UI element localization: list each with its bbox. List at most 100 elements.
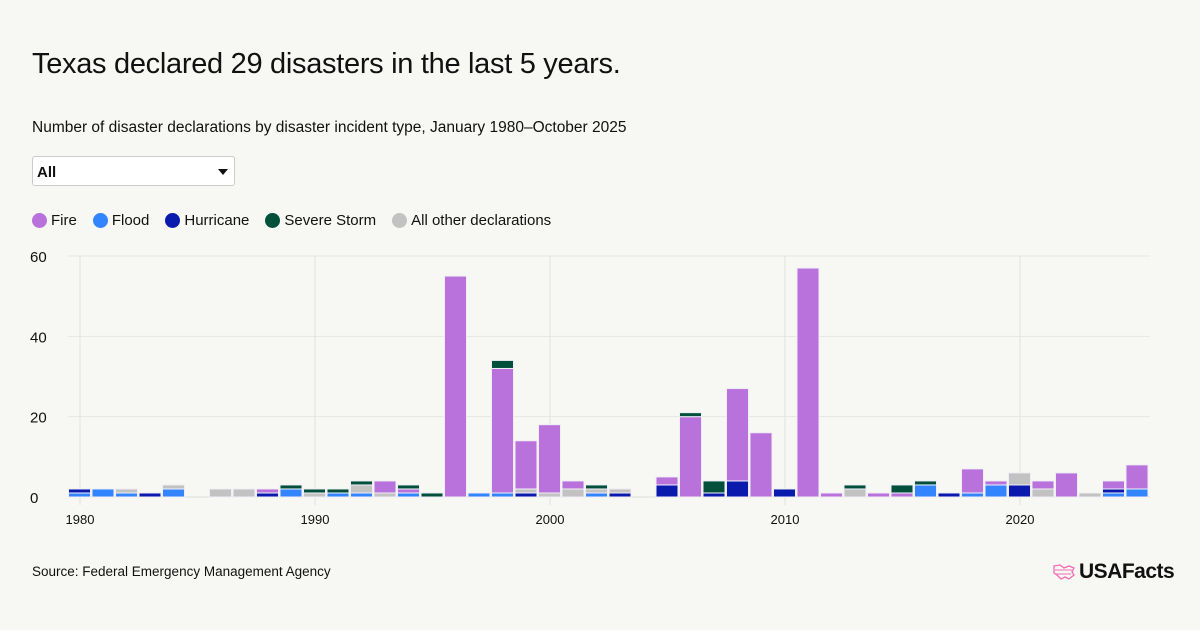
bar-segment-severe-storm (279, 484, 303, 490)
legend-item: Flood (92, 212, 150, 229)
bar-segment-all-other-declarations (115, 488, 138, 494)
bar-segment-flood (914, 484, 937, 498)
bar-segment-hurricane (726, 480, 749, 498)
bar-segment-flood (350, 492, 373, 498)
bar-segment-severe-storm (890, 484, 914, 494)
x-tick-label: 1990 (301, 512, 330, 527)
bar-segment-all-other-declarations (373, 492, 397, 498)
bar-segment-flood (162, 488, 185, 498)
bar-segment-hurricane (68, 488, 91, 494)
bar-segment-fire (867, 492, 890, 498)
bar-segment-fire (1055, 472, 1078, 498)
bar-segment-hurricane (1008, 484, 1031, 498)
bar-segment-flood (585, 492, 608, 498)
legend-label: Fire (51, 212, 77, 229)
legend-label: All other declarations (411, 212, 552, 229)
bar-segment-all-other-declarations (585, 488, 608, 494)
bar-segment-all-other-declarations (1008, 472, 1031, 486)
bar-segment-fire (984, 480, 1008, 486)
legend-item: Fire (32, 212, 77, 229)
legend-label: Flood (111, 212, 150, 229)
bar-segment-all-other-declarations (162, 484, 185, 490)
y-tick-label: 0 (30, 490, 38, 507)
bar-segment-severe-storm (326, 488, 350, 494)
bar-segment-severe-storm (914, 480, 937, 486)
bar-segment-hurricane (514, 492, 538, 498)
bar-segment-fire (679, 416, 702, 498)
bar-segment-fire (1102, 480, 1125, 490)
y-tick-label: 20 (30, 410, 47, 427)
x-tick-label: 2010 (771, 512, 800, 527)
bar-segment-severe-storm (350, 480, 373, 486)
source-note: Source: Federal Emergency Management Age… (32, 564, 331, 579)
bar-segment-severe-storm (420, 492, 444, 498)
bar-segment-all-other-declarations (232, 488, 256, 498)
bar-segment-fire (1031, 480, 1055, 490)
bar-segment-flood (467, 492, 491, 498)
bar-segment-flood (279, 488, 303, 498)
bar-segment-severe-storm (303, 488, 326, 494)
legend-swatch (92, 213, 108, 228)
bar-segment-severe-storm (843, 484, 867, 490)
legend-swatch (392, 213, 408, 228)
legend-swatch (165, 213, 181, 228)
bar-segment-severe-storm (702, 480, 726, 494)
legend-item: Hurricane (165, 212, 249, 229)
bar-segment-fire (961, 468, 984, 494)
bar-segment-severe-storm (397, 484, 420, 490)
chart-title: Texas declared 29 disasters in the last … (32, 48, 621, 80)
legend-label: Hurricane (184, 212, 250, 229)
bar-segment-fire (444, 275, 467, 498)
bar-segment-flood (1102, 492, 1125, 498)
logo-text: USAFacts (1079, 560, 1175, 583)
x-tick-label: 2000 (536, 512, 565, 527)
bar-segment-hurricane (138, 492, 162, 498)
bar-segment-all-other-declarations (1031, 488, 1055, 498)
legend: Fire Flood Hurricane Severe Storm All other … (32, 212, 567, 229)
legend-swatch (265, 213, 281, 228)
bar-segment-hurricane (608, 492, 632, 498)
bar-segment-hurricane (937, 492, 961, 498)
bar-segment-flood (984, 484, 1008, 498)
bar-segment-all-other-declarations (303, 492, 326, 498)
bar-segment-flood (326, 492, 350, 498)
bar-segment-flood (91, 488, 115, 498)
bar-segment-fire (820, 492, 843, 498)
bar-segment-flood (961, 492, 984, 498)
bar-segment-all-other-declarations (843, 488, 867, 498)
dropdown-value: All (37, 164, 57, 181)
bar-segment-fire (373, 480, 397, 494)
bar-segment-hurricane (655, 484, 679, 498)
bar-segment-fire (749, 432, 773, 498)
legend-item: All other declarations (392, 212, 551, 229)
legend-swatch (32, 213, 47, 228)
legend-label: Severe Storm (284, 212, 377, 229)
bar-segment-all-other-declarations (1078, 492, 1102, 498)
bar-segment-hurricane (1102, 488, 1125, 494)
bar-segment-fire (491, 367, 514, 494)
bar-segment-fire (256, 488, 279, 494)
bar-segment-fire (796, 267, 820, 498)
bar-segment-flood (491, 492, 514, 498)
bar-segment-flood (397, 492, 420, 498)
x-tick-label: 1980 (66, 512, 95, 527)
bar-segment-fire (397, 488, 420, 494)
bar-segment-fire (1125, 464, 1149, 490)
bar-segment-fire (538, 424, 561, 494)
caret-down-icon (218, 169, 228, 175)
bar-segment-fire (655, 476, 679, 486)
bar-segment-hurricane (702, 492, 726, 498)
bar-segment-flood (68, 492, 91, 498)
bar-segment-flood (1125, 488, 1149, 498)
incident-type-dropdown[interactable]: All (32, 156, 235, 186)
bar-segment-hurricane (256, 492, 279, 498)
bar-segment-all-other-declarations (209, 488, 232, 498)
bar-segment-fire (514, 440, 538, 490)
bar-segment-all-other-declarations (538, 492, 561, 498)
bar-segment-all-other-declarations (608, 488, 632, 494)
bar-segment-severe-storm (585, 484, 608, 490)
chart-subtitle: Number of disaster declarations by disas… (32, 119, 627, 136)
bar-segment-all-other-declarations (350, 484, 373, 494)
bar-segment-fire (726, 388, 749, 482)
